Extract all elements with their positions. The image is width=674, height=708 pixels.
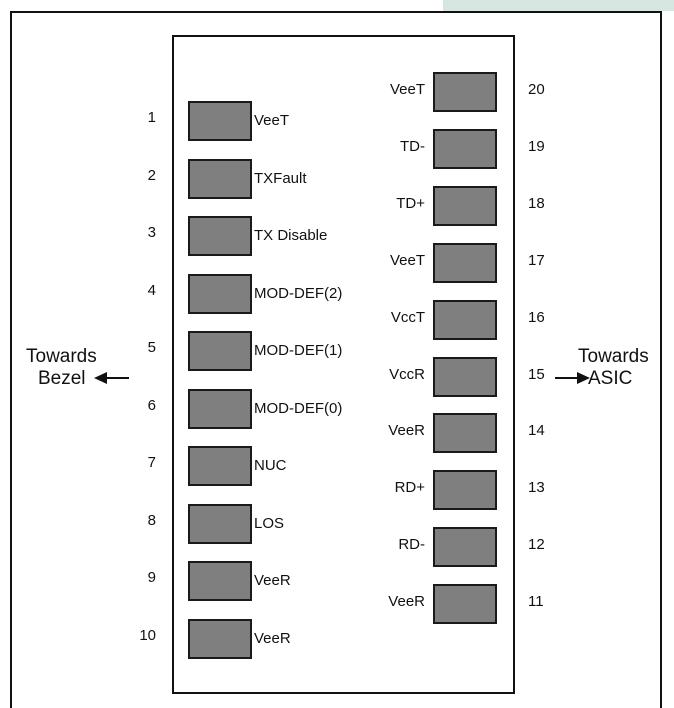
left-pin-number: 10 [139,627,156,644]
left-pin-number: 3 [147,224,156,241]
left-pin-number: 9 [147,569,156,586]
right-pin-number: 12 [528,536,545,553]
left-pin-pad [188,561,252,601]
left-pin-signal: VeeR [254,572,291,589]
right-pin-pad [433,413,497,453]
towards-bezel-line2: Bezel [38,368,86,389]
right-pin-number: 13 [528,479,545,496]
right-pin-signal: VeeT [389,81,425,98]
right-pin-signal: VeeR [388,593,425,610]
right-pin-number: 11 [528,593,544,610]
right-pin-signal: RD- [398,536,425,553]
right-pin-number: 17 [528,252,545,269]
right-pin-pad [433,186,497,226]
towards-asic-line1: Towards [578,346,649,367]
left-pin-pad [188,101,252,141]
right-pin-pad [433,527,497,567]
left-pin-signal: MOD-DEF(1) [254,342,343,359]
arrow-right-icon [555,372,590,384]
left-pin-signal: NUC [254,457,287,474]
right-pin-pad [433,470,497,510]
right-pin-signal: TD+ [396,195,425,212]
left-pin-signal: LOS [254,515,285,532]
left-pin-pad [188,504,252,544]
right-pin-signal: TD- [400,138,425,155]
right-pin-pad [433,72,497,112]
left-pin-pad [188,446,252,486]
left-pin-number: 7 [147,454,156,471]
left-pin-signal: TX Disable [254,227,328,244]
left-pin-signal: TXFault [254,170,307,187]
left-pin-pad [188,216,252,256]
right-pin-signal: VccT [390,309,425,326]
connector-outline [172,35,515,694]
left-pin-pad [188,331,252,371]
left-pin-pad [188,619,252,659]
right-pin-pad [433,300,497,340]
left-pin-signal: VeeR [254,630,291,647]
left-pin-number: 6 [147,397,156,414]
figure-frame [10,11,662,708]
left-pin-pad [188,274,252,314]
right-pin-pad [433,243,497,283]
right-pin-signal: VeeT [389,252,425,269]
left-pin-number: 4 [147,282,156,299]
right-pin-pad [433,129,497,169]
right-pin-signal: VeeR [388,422,425,439]
top-accent-bar [443,0,674,11]
right-pin-number: 14 [528,422,545,439]
right-pin-signal: RD+ [394,479,425,496]
right-pin-number: 18 [528,195,545,212]
left-pin-signal: VeeT [254,112,290,129]
left-pin-number: 8 [147,512,156,529]
arrow-left-icon [94,372,129,384]
right-pin-number: 20 [528,81,545,98]
right-pin-pad [433,357,497,397]
left-pin-signal: MOD-DEF(0) [254,400,343,417]
right-pin-number: 19 [528,138,545,155]
towards-asic-line2: ASIC [588,368,633,389]
right-pin-number: 15 [528,366,545,383]
right-pin-number: 16 [528,309,545,326]
left-pin-number: 5 [147,339,156,356]
left-pin-number: 2 [147,167,156,184]
left-pin-pad [188,389,252,429]
left-pin-pad [188,159,252,199]
right-pin-signal: VccR [389,366,425,383]
left-pin-signal: MOD-DEF(2) [254,285,343,302]
towards-bezel-line1: Towards [26,346,97,367]
right-pin-pad [433,584,497,624]
left-pin-number: 1 [147,109,156,126]
